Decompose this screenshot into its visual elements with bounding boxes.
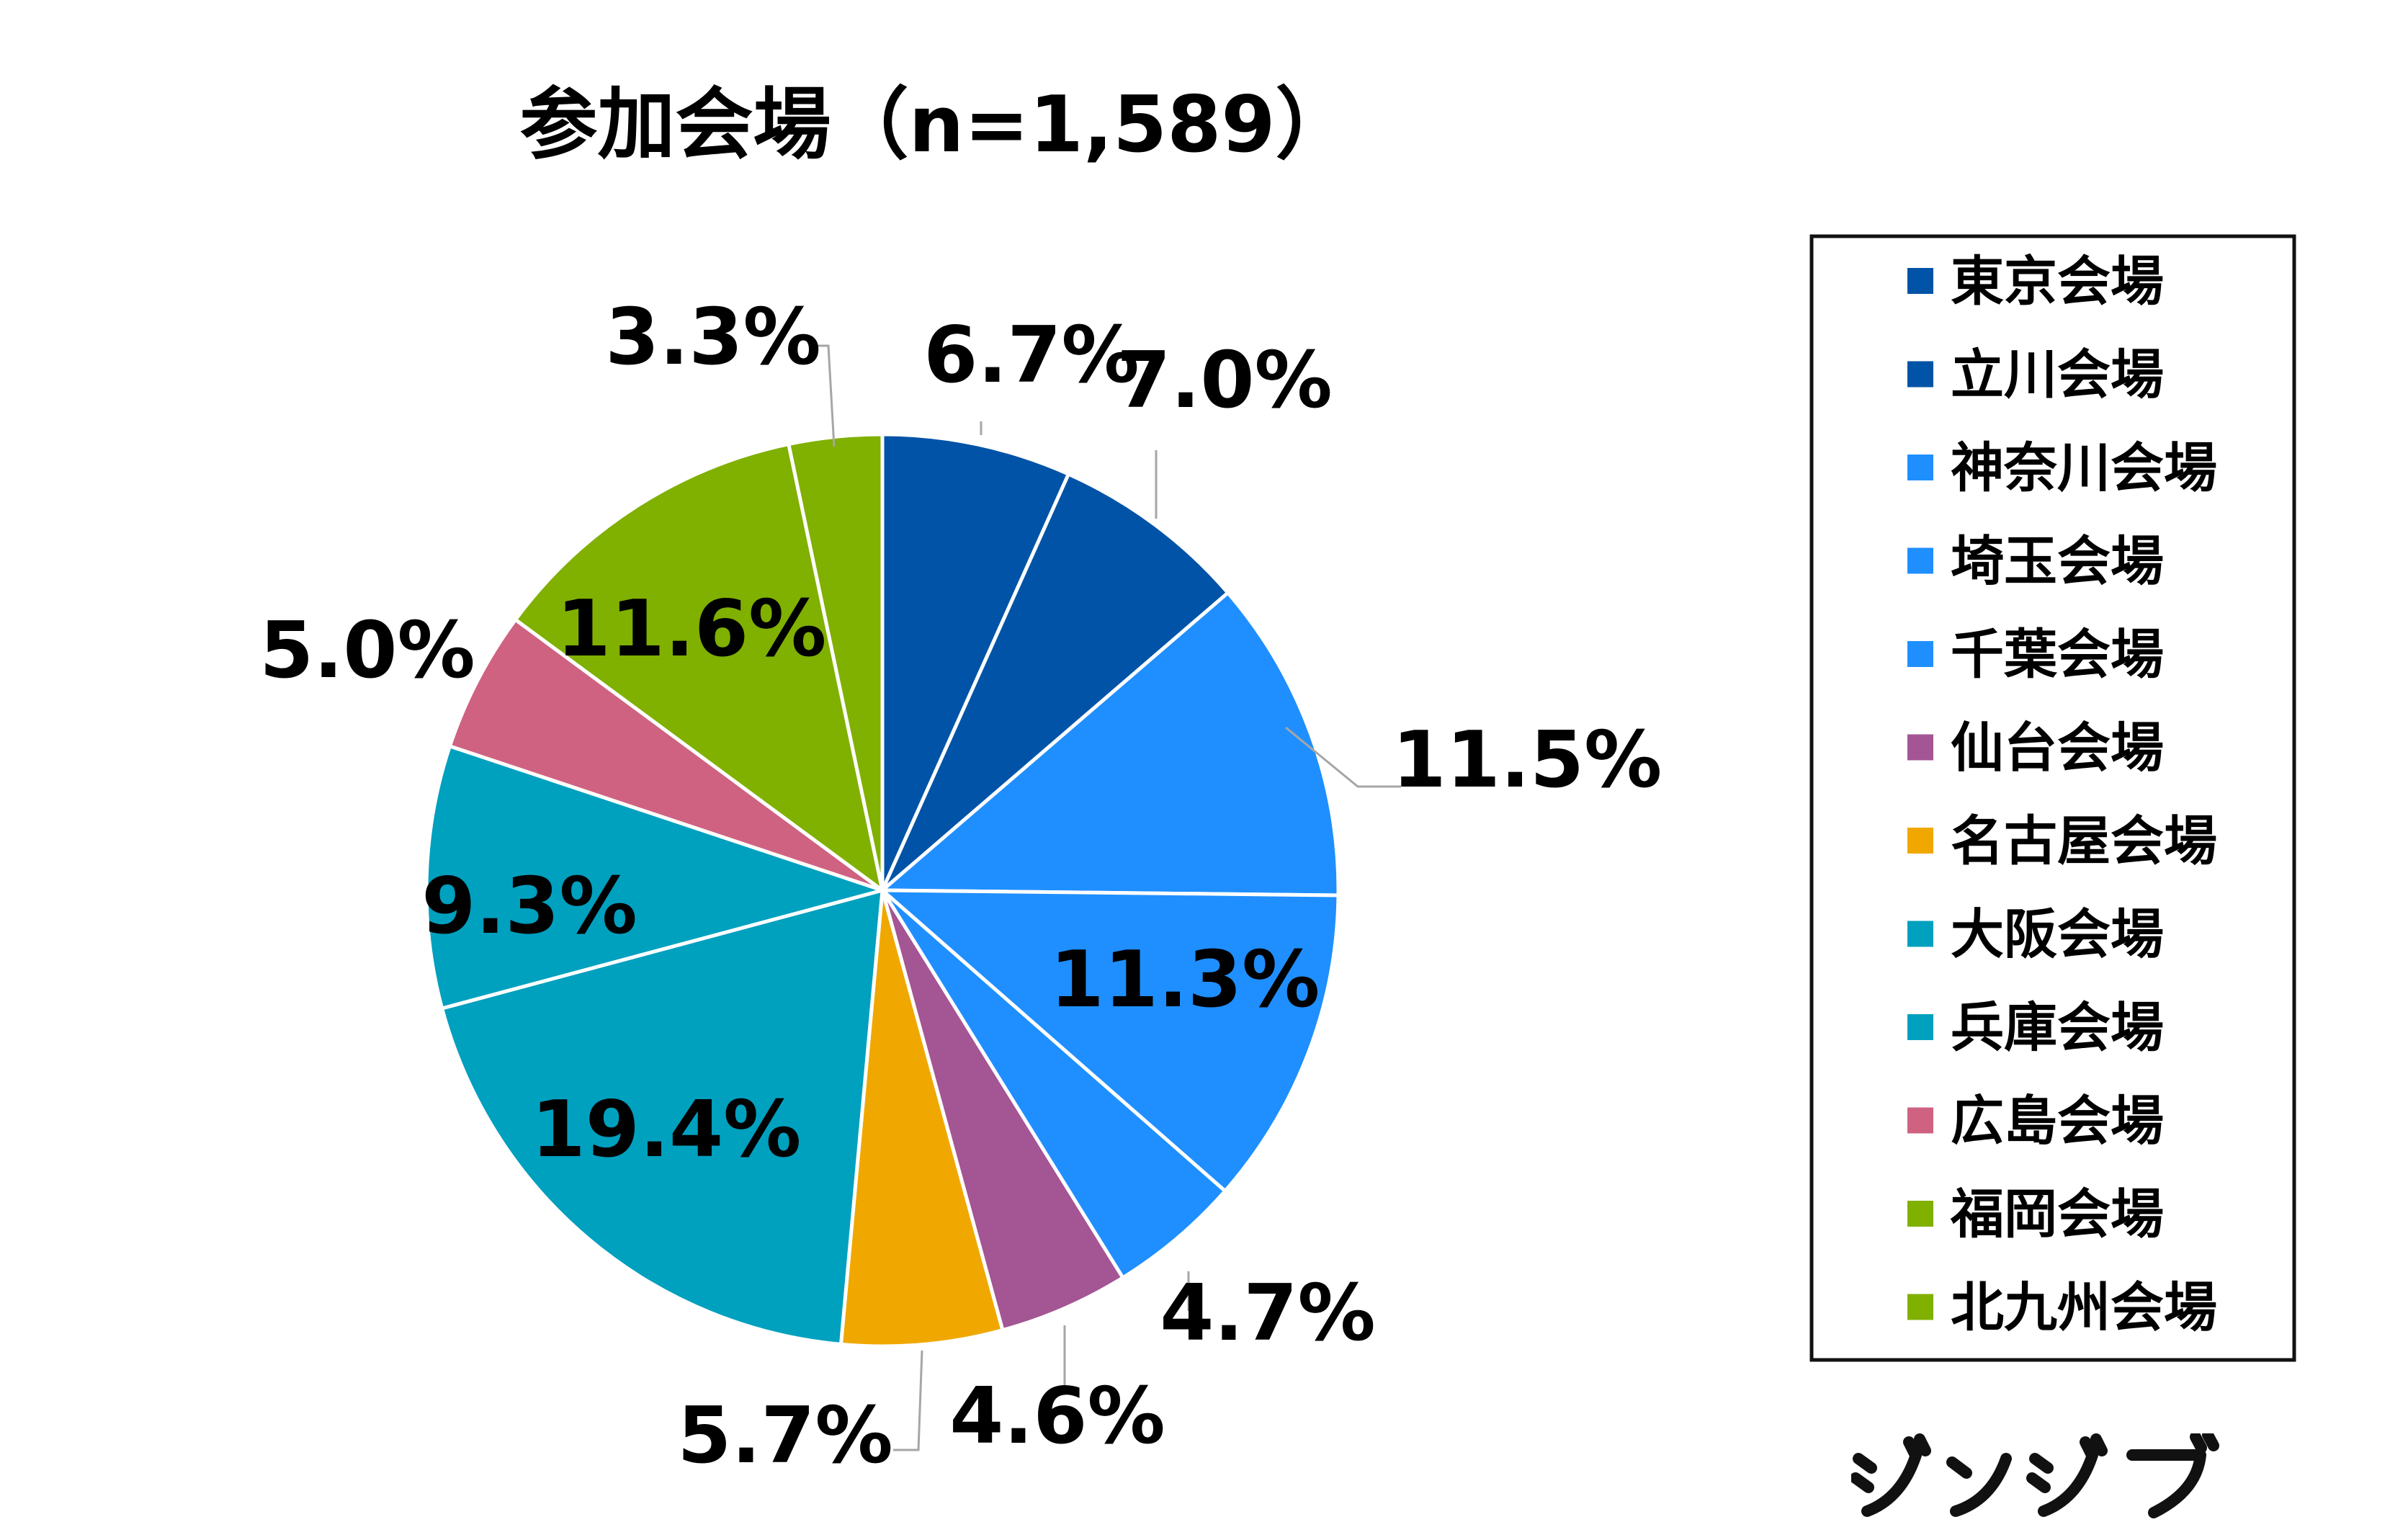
- legend-swatch-4: [1907, 547, 1933, 574]
- pie-slice-2: [880, 471, 1231, 892]
- data-label-12: 3.3%: [605, 292, 821, 382]
- legend-label-12: 北九州会場: [1951, 1277, 2217, 1339]
- legend-label-4: 埼玉会場: [1951, 531, 2164, 593]
- pie-slice-3: [877, 590, 1341, 897]
- legend-label-2: 立川会場: [1951, 344, 2164, 406]
- leader-line-7: [893, 1350, 923, 1451]
- legend-swatch-12: [1907, 1294, 1933, 1320]
- brand-logo: [1851, 1433, 2219, 1518]
- legend-label-6: 仙台会場: [1951, 717, 2164, 779]
- data-label-7: 5.7%: [677, 1391, 893, 1481]
- legend-swatch-9: [1907, 1014, 1933, 1040]
- legend-label-11: 福岡会場: [1950, 1183, 2164, 1245]
- legend: 東京会場立川会場神奈川会場埼玉会場千葉会場仙台会場名古屋会場大阪会場兵庫会場広島…: [1809, 234, 2296, 1362]
- legend-label-1: 東京会場: [1951, 251, 2164, 313]
- data-label-8: 19.4%: [532, 1085, 802, 1175]
- legend-label-8: 大阪会場: [1951, 904, 2164, 966]
- pie-slice-6: [880, 889, 1126, 1333]
- legend-label-5: 千葉会場: [1951, 624, 2164, 686]
- pie-slice-8: [439, 887, 885, 1347]
- legend-label-9: 兵庫会場: [1951, 997, 2164, 1059]
- data-label-10: 5.0%: [259, 606, 475, 696]
- legend-swatch-3: [1907, 455, 1933, 480]
- legend-box: [1809, 234, 2296, 1362]
- legend-label-10: 広島会場: [1951, 1091, 2164, 1152]
- leader-line-12: [814, 344, 836, 447]
- pie-slice-1: [880, 432, 1071, 892]
- chart-title: 参加会場（n=1,589）: [520, 80, 1353, 170]
- leader-line-3: [1285, 726, 1401, 788]
- legend-swatch-2: [1907, 361, 1933, 388]
- data-label-3: 11.5%: [1392, 715, 1662, 805]
- legend-swatch-11: [1907, 1201, 1933, 1227]
- legend-swatch-7: [1907, 828, 1933, 854]
- pie-slice-11: [513, 442, 885, 895]
- data-label-2: 7.0%: [1116, 336, 1333, 426]
- legend-swatch-10: [1907, 1107, 1933, 1134]
- pie-slice-5: [880, 889, 1228, 1281]
- legend-label-7: 名古屋会場: [1951, 810, 2217, 872]
- pie-slice-4: [877, 888, 1341, 1194]
- data-label-9: 9.3%: [421, 861, 637, 952]
- legend-swatch-1: [1907, 268, 1933, 294]
- pie-slice-9: [424, 743, 889, 1011]
- legend-swatch-6: [1907, 734, 1933, 761]
- data-label-5: 4.7%: [1160, 1268, 1376, 1358]
- data-label-11: 11.6%: [557, 584, 827, 674]
- pie-slice-10: [447, 617, 884, 892]
- legend-swatch-5: [1907, 641, 1933, 667]
- legend-label-3: 神奈川会場: [1951, 437, 2217, 499]
- pie-slice-7: [838, 890, 1005, 1348]
- pie-slice-12: [786, 432, 885, 891]
- legend-swatch-8: [1907, 921, 1933, 947]
- data-label-1: 6.7%: [923, 310, 1140, 400]
- data-label-6: 4.6%: [949, 1371, 1165, 1461]
- data-label-4: 11.3%: [1050, 935, 1320, 1025]
